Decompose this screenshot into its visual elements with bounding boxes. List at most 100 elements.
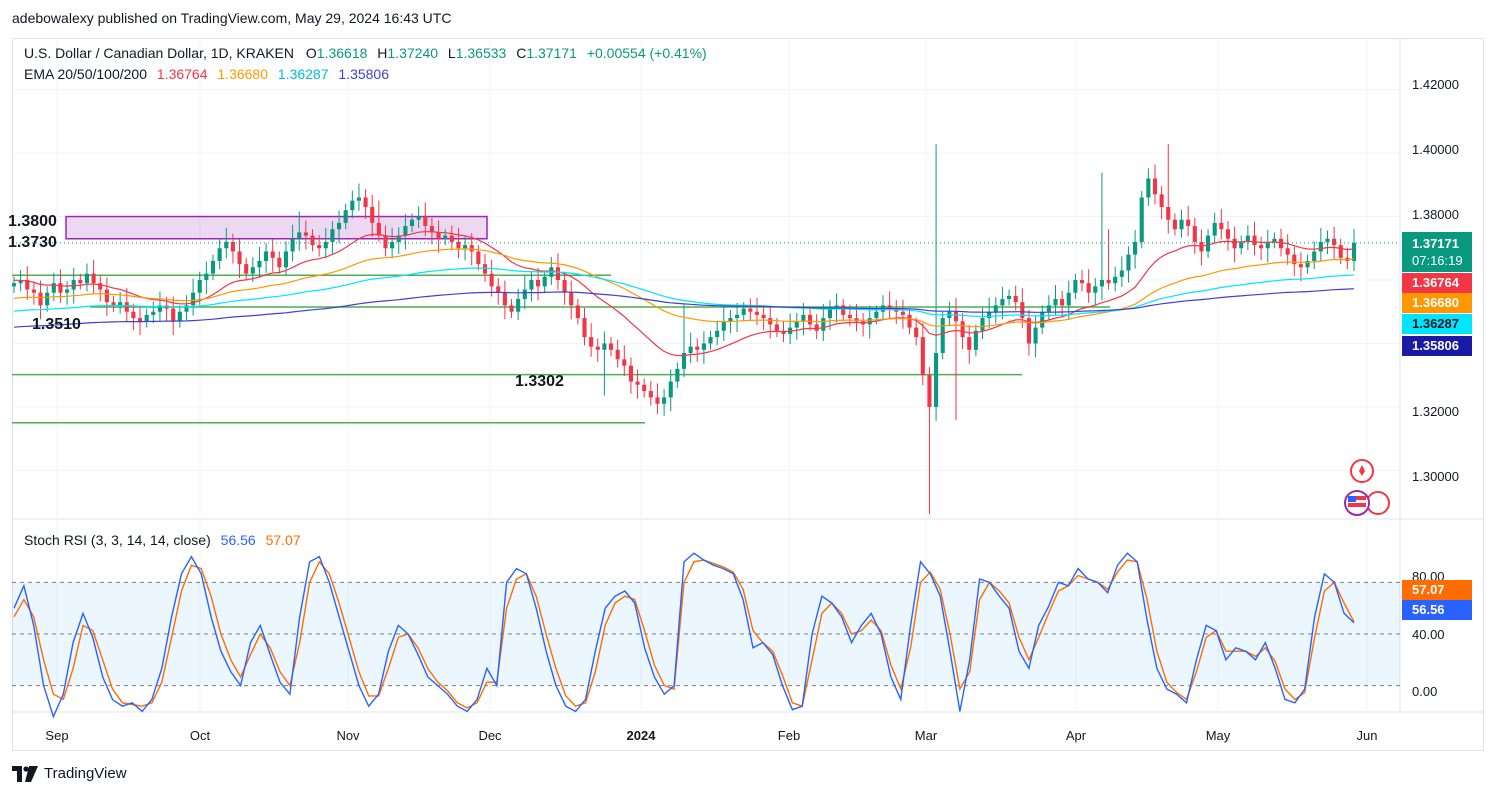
candle (1020, 302, 1025, 319)
last-price-value: 1.37171 (1412, 236, 1459, 251)
candle (555, 267, 561, 280)
candle (1186, 219, 1191, 227)
candle (867, 318, 872, 325)
candle (602, 343, 607, 350)
candle (1179, 219, 1184, 230)
candle (1159, 194, 1164, 208)
candle (927, 375, 932, 407)
candle (608, 343, 614, 350)
candle (1225, 229, 1231, 239)
candle (993, 305, 998, 312)
candle (436, 232, 441, 239)
x-tick-label: Apr (1065, 728, 1087, 743)
candle (595, 346, 600, 350)
open-value: 1.36618 (316, 45, 368, 61)
candle (1206, 235, 1211, 252)
candle (489, 273, 494, 287)
candle (31, 289, 36, 293)
candle (423, 216, 428, 227)
candle (456, 241, 461, 249)
tradingview-logo[interactable]: TradingView (12, 765, 127, 782)
candle (874, 311, 879, 319)
change-value: +0.00554 (+0.41%) (586, 45, 707, 61)
level-label-4: 1.3302 (515, 373, 564, 390)
candle (111, 302, 116, 306)
stoch-band-fill (12, 582, 1400, 686)
candle (264, 251, 269, 261)
candle (662, 397, 667, 404)
candle (688, 346, 693, 353)
candle (363, 197, 368, 208)
candle (1272, 238, 1277, 242)
ema-title[interactable]: EMA 20/50/100/200 (24, 66, 147, 82)
candle (1126, 254, 1131, 271)
candle (1006, 295, 1012, 300)
candle (1351, 242, 1357, 261)
candle (635, 381, 640, 385)
stoch-title[interactable]: Stoch RSI (3, 3, 14, 14, close) (24, 532, 211, 548)
candle (841, 305, 846, 315)
candle (1325, 238, 1330, 242)
y-tick-label: 1.32000 (1412, 404, 1459, 419)
ema50-tag: 1.36680 (1402, 293, 1472, 313)
candle (834, 305, 839, 309)
stoch-d-line (13, 559, 1355, 709)
close-value: 1.37171 (526, 45, 577, 61)
tradingview-logo-icon (12, 765, 38, 782)
candle (615, 349, 620, 360)
candle (1053, 299, 1058, 306)
candle (177, 311, 182, 322)
candle (814, 324, 819, 331)
candle (496, 286, 501, 293)
candle (542, 276, 547, 287)
candle (429, 226, 434, 233)
candle (51, 283, 56, 293)
candle (330, 229, 335, 242)
candle (648, 391, 653, 398)
ema200-value: 1.35806 (338, 66, 389, 82)
candle (303, 232, 308, 236)
low-value: 1.36533 (455, 45, 507, 61)
ema100-value: 1.36287 (277, 66, 329, 82)
candle (655, 397, 660, 404)
candle (847, 314, 852, 319)
candle (1146, 178, 1151, 198)
candle (708, 337, 713, 344)
high-value: 1.37240 (387, 45, 439, 61)
candle (920, 337, 925, 376)
candle (283, 251, 289, 268)
candle (1099, 280, 1104, 287)
candle (735, 314, 740, 319)
candle (774, 324, 779, 331)
candle (960, 321, 965, 338)
chart-frame (12, 38, 1484, 751)
candle (84, 273, 90, 284)
candle (522, 289, 527, 300)
candle (184, 305, 189, 312)
candle (1073, 280, 1078, 293)
candle (1285, 248, 1290, 255)
stoch-y-tick: 0.00 (1412, 684, 1438, 699)
candle (25, 280, 30, 290)
stoch-k-value: 56.56 (220, 532, 256, 548)
candle (973, 330, 978, 350)
candle (224, 241, 229, 249)
candle (18, 280, 23, 284)
candle (1133, 241, 1138, 255)
candle (210, 260, 216, 274)
candle (1212, 222, 1217, 236)
publisher-credit: adebowalexy published on TradingView.com… (12, 10, 452, 26)
ema20-tag: 1.36764 (1402, 273, 1472, 293)
candle (1172, 219, 1177, 230)
candle (980, 318, 985, 331)
candle (1312, 251, 1317, 261)
candle (1338, 245, 1343, 258)
candle (443, 235, 448, 239)
candle (310, 235, 315, 246)
open-label: O (305, 45, 317, 61)
candle (1318, 241, 1323, 252)
candle (237, 251, 242, 265)
candle (151, 311, 156, 315)
symbol-title[interactable]: U.S. Dollar / Canadian Dollar, 1D, KRAKE… (24, 45, 294, 61)
